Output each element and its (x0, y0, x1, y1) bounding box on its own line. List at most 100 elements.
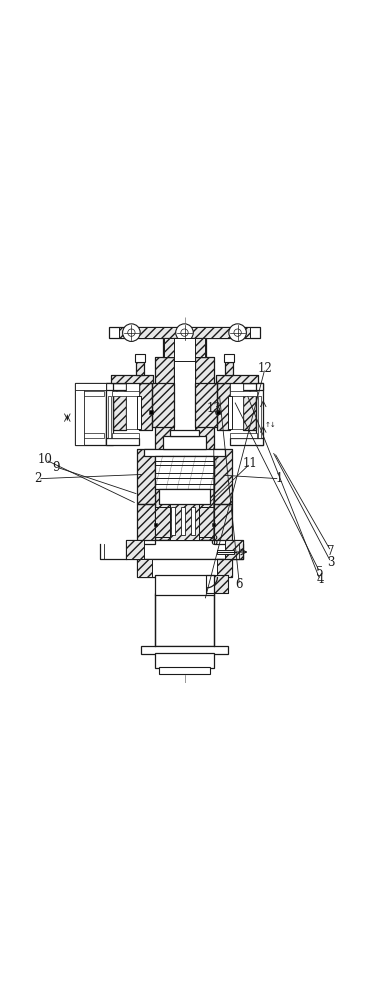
Bar (113, 383, 126, 430)
Bar (225, 362, 233, 375)
Bar (139, 383, 152, 430)
Bar (144, 449, 225, 456)
Bar (173, 338, 196, 361)
Bar (126, 540, 144, 559)
Bar (217, 383, 230, 430)
Text: 2: 2 (34, 472, 42, 485)
Text: 8: 8 (210, 535, 217, 548)
Circle shape (229, 324, 246, 341)
Bar (207, 575, 228, 593)
Bar (258, 396, 261, 438)
Bar (256, 383, 263, 445)
Text: 7: 7 (327, 545, 335, 558)
Bar (137, 559, 232, 577)
Bar (137, 504, 155, 544)
Bar (110, 327, 259, 338)
Bar (112, 433, 139, 438)
Bar (224, 354, 234, 362)
Text: 6: 6 (236, 578, 243, 591)
Bar (111, 375, 154, 383)
Bar (141, 646, 228, 654)
Bar (164, 338, 205, 357)
Bar (207, 575, 228, 593)
Circle shape (176, 324, 193, 341)
Bar (111, 375, 154, 383)
Bar (106, 438, 139, 445)
Bar (149, 410, 153, 414)
Bar (155, 456, 214, 489)
Bar (217, 550, 234, 554)
Bar (214, 449, 232, 504)
Bar (155, 507, 170, 537)
Bar (137, 449, 155, 504)
Bar (75, 383, 106, 390)
Bar (173, 357, 196, 540)
Bar (196, 357, 214, 540)
Text: 3: 3 (327, 556, 335, 569)
Bar (199, 507, 214, 537)
Bar (230, 383, 243, 429)
Bar (106, 383, 113, 445)
Text: ↑↓: ↑↓ (264, 422, 276, 428)
Bar (155, 575, 214, 595)
Text: 5: 5 (316, 566, 324, 579)
Bar (230, 391, 257, 396)
Bar (162, 436, 207, 449)
Bar (214, 504, 232, 544)
Bar (230, 438, 263, 445)
Text: 11: 11 (243, 457, 258, 470)
Bar (196, 383, 217, 427)
Bar (215, 375, 258, 383)
Text: 13: 13 (206, 402, 221, 415)
Bar (170, 507, 175, 535)
Bar (196, 357, 214, 540)
Bar (137, 559, 152, 577)
Text: 12: 12 (258, 362, 272, 375)
Bar (230, 383, 263, 390)
Bar (139, 383, 152, 430)
Bar (112, 391, 139, 396)
Bar (191, 507, 196, 535)
Bar (225, 540, 243, 559)
Bar (217, 559, 232, 577)
Text: 9: 9 (52, 461, 60, 474)
Text: 1: 1 (276, 472, 283, 485)
Bar (135, 354, 145, 362)
Circle shape (234, 329, 241, 336)
Bar (113, 383, 126, 430)
Bar (108, 396, 111, 438)
Bar (106, 383, 139, 390)
Bar (136, 362, 144, 375)
Bar (118, 327, 251, 338)
Bar (155, 593, 214, 646)
Bar (216, 410, 220, 414)
Bar (155, 357, 173, 540)
Bar (155, 523, 158, 526)
Bar (159, 489, 210, 504)
Bar (170, 430, 199, 436)
Bar (155, 357, 173, 540)
Circle shape (123, 324, 140, 341)
Text: 4: 4 (316, 573, 324, 586)
Bar (230, 433, 257, 438)
Bar (243, 383, 256, 430)
Bar (75, 383, 106, 445)
Bar (199, 507, 214, 537)
Bar (181, 507, 185, 535)
Bar (211, 523, 214, 526)
Bar (137, 449, 155, 504)
Bar (126, 383, 139, 429)
Text: 10: 10 (38, 453, 53, 466)
Bar (217, 383, 230, 430)
Bar (215, 375, 258, 383)
Bar (136, 362, 144, 375)
Bar (152, 383, 173, 427)
Bar (84, 433, 104, 438)
Circle shape (128, 329, 135, 336)
Bar (162, 338, 207, 357)
Bar (155, 507, 170, 537)
Bar (196, 383, 217, 427)
Bar (170, 504, 199, 540)
Bar (214, 504, 232, 544)
Bar (137, 396, 141, 429)
